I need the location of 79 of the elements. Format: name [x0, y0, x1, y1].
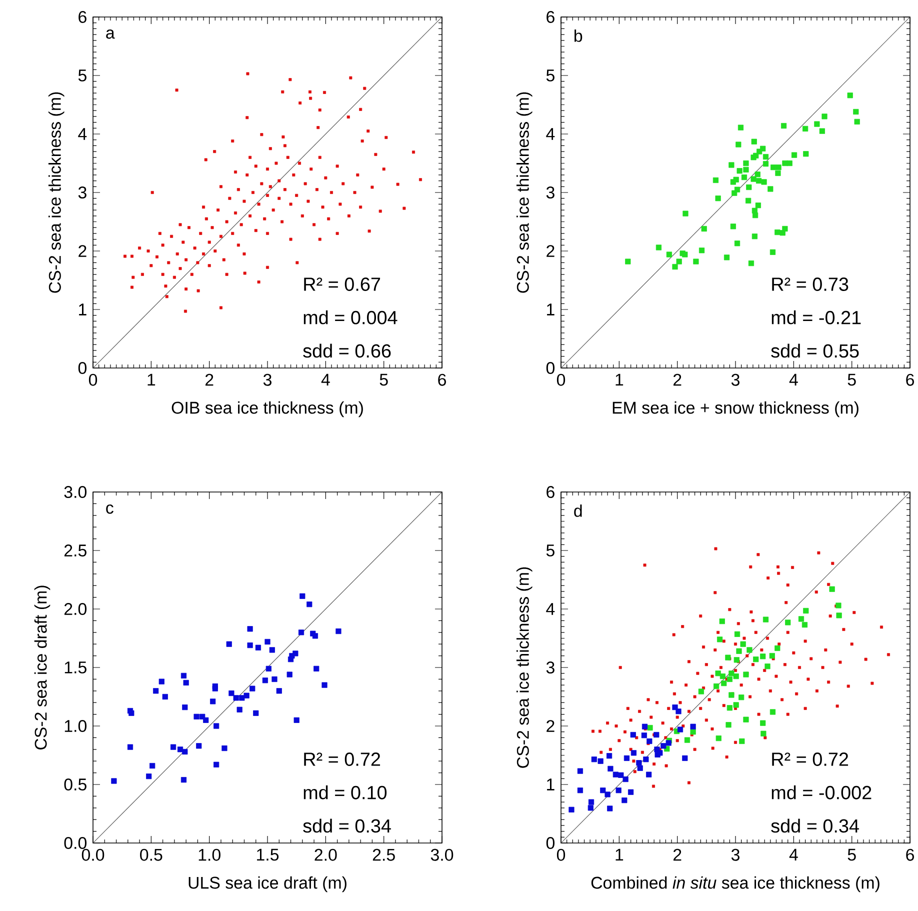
annotation: md = -0.002 — [772, 785, 872, 800]
x-tick-label: 6 — [906, 848, 914, 861]
y-tick-label: 1 — [547, 778, 554, 790]
annotation: a — [106, 29, 115, 39]
annotation: md = -0.21 — [772, 310, 861, 324]
x-tick-label: 2 — [673, 374, 682, 386]
annotation: d — [574, 504, 582, 517]
annotation: c — [106, 504, 114, 514]
x-tick-label: 2 — [673, 848, 682, 861]
y-tick-label: 4 — [546, 128, 555, 140]
annotation: sdd = 0.55 — [771, 344, 859, 358]
annotation: R² = 0.67 — [304, 278, 380, 291]
annotation: sdd = 0.34 — [303, 818, 391, 833]
y-tick-label: 0 — [78, 362, 87, 374]
y-tick-label: 6 — [78, 10, 86, 23]
x-tick-label: 4 — [789, 374, 798, 386]
y-tick-label: 1.5 — [64, 662, 86, 674]
x-tick-label: 0 — [556, 374, 566, 386]
y-axis-title: CS-2 sea ice thickness (m) — [516, 92, 532, 293]
y-tick-label: 0 — [546, 362, 555, 374]
y-tick-label: 3 — [546, 662, 554, 674]
y-axis-title: CS-2 sea ice thickness (m) — [516, 567, 532, 768]
annotation: R² = 0.72 — [772, 752, 848, 766]
x-tick-label: 1 — [148, 374, 156, 386]
y-tick-label: 2 — [546, 720, 554, 732]
annotation: md = 0.10 — [304, 785, 387, 800]
y-tick-label: 2.5 — [64, 544, 86, 556]
y-tick-label: 1.0 — [64, 720, 87, 732]
y-tick-label: 6 — [546, 10, 554, 23]
x-tick-label: 3 — [731, 848, 740, 861]
x-tick-label: 1 — [616, 374, 624, 386]
x-axis-title: ULS sea ice draft (m) — [188, 876, 346, 892]
y-tick-label: 5 — [546, 70, 554, 82]
x-axis-title: OIB sea ice thickness (m) — [172, 401, 363, 418]
x-tick-label: 3 — [263, 374, 272, 386]
x-axis-title: Combined in situ sea ice thickness (m) — [591, 876, 880, 892]
x-tick-label: 2.5 — [372, 848, 395, 861]
y-tick-label: 4 — [78, 128, 87, 140]
y-tick-label: 5 — [546, 544, 554, 556]
y-tick-label: 2.0 — [64, 603, 87, 615]
x-tick-label: 5 — [848, 848, 856, 861]
y-tick-label: 2 — [78, 245, 86, 257]
y-tick-label: 4 — [546, 603, 555, 615]
x-tick-label: 5 — [380, 374, 388, 386]
x-tick-label: 0 — [556, 848, 566, 861]
x-tick-label: 1.5 — [257, 848, 279, 861]
x-tick-label: 0.5 — [140, 848, 162, 861]
y-tick-label: 1 — [547, 304, 554, 316]
y-axis-title: CS-2 sea ice draft (m) — [34, 586, 50, 750]
y-tick-label: 0.0 — [64, 837, 87, 849]
annotation: b — [574, 29, 582, 42]
y-axis-title: CS-2 sea ice thickness (m) — [48, 92, 64, 293]
x-tick-label: 0 — [88, 374, 98, 386]
annotation: R² = 0.73 — [772, 278, 848, 291]
annotation: sdd = 0.66 — [303, 344, 391, 358]
y-tick-label: 5 — [78, 70, 86, 82]
x-tick-label: 1.0 — [198, 848, 220, 861]
y-tick-label: 0 — [546, 837, 555, 849]
y-tick-label: 2 — [546, 245, 554, 257]
x-tick-label: 4 — [321, 374, 330, 386]
y-tick-label: 0.5 — [64, 778, 86, 790]
annotation: sdd = 0.34 — [771, 818, 859, 833]
x-tick-label: 6 — [906, 374, 914, 386]
x-tick-label: 2.0 — [314, 848, 337, 861]
x-tick-label: 5 — [848, 374, 856, 386]
x-tick-label: 2 — [205, 374, 214, 386]
annotation: R² = 0.72 — [304, 752, 380, 766]
y-tick-label: 6 — [546, 486, 554, 498]
x-axis-title: EM sea ice + snow thickness (m) — [612, 401, 858, 418]
y-tick-label: 3.0 — [64, 486, 87, 498]
y-tick-label: 3 — [546, 186, 554, 198]
x-tick-label: 3.0 — [430, 848, 454, 861]
x-tick-label: 1 — [616, 848, 624, 860]
x-tick-label: 3 — [731, 374, 740, 386]
y-tick-label: 3 — [78, 186, 86, 198]
x-tick-label: 4 — [789, 848, 798, 860]
annotation: md = 0.004 — [304, 310, 398, 324]
x-tick-label: 6 — [438, 374, 446, 386]
y-tick-label: 1 — [79, 304, 86, 316]
